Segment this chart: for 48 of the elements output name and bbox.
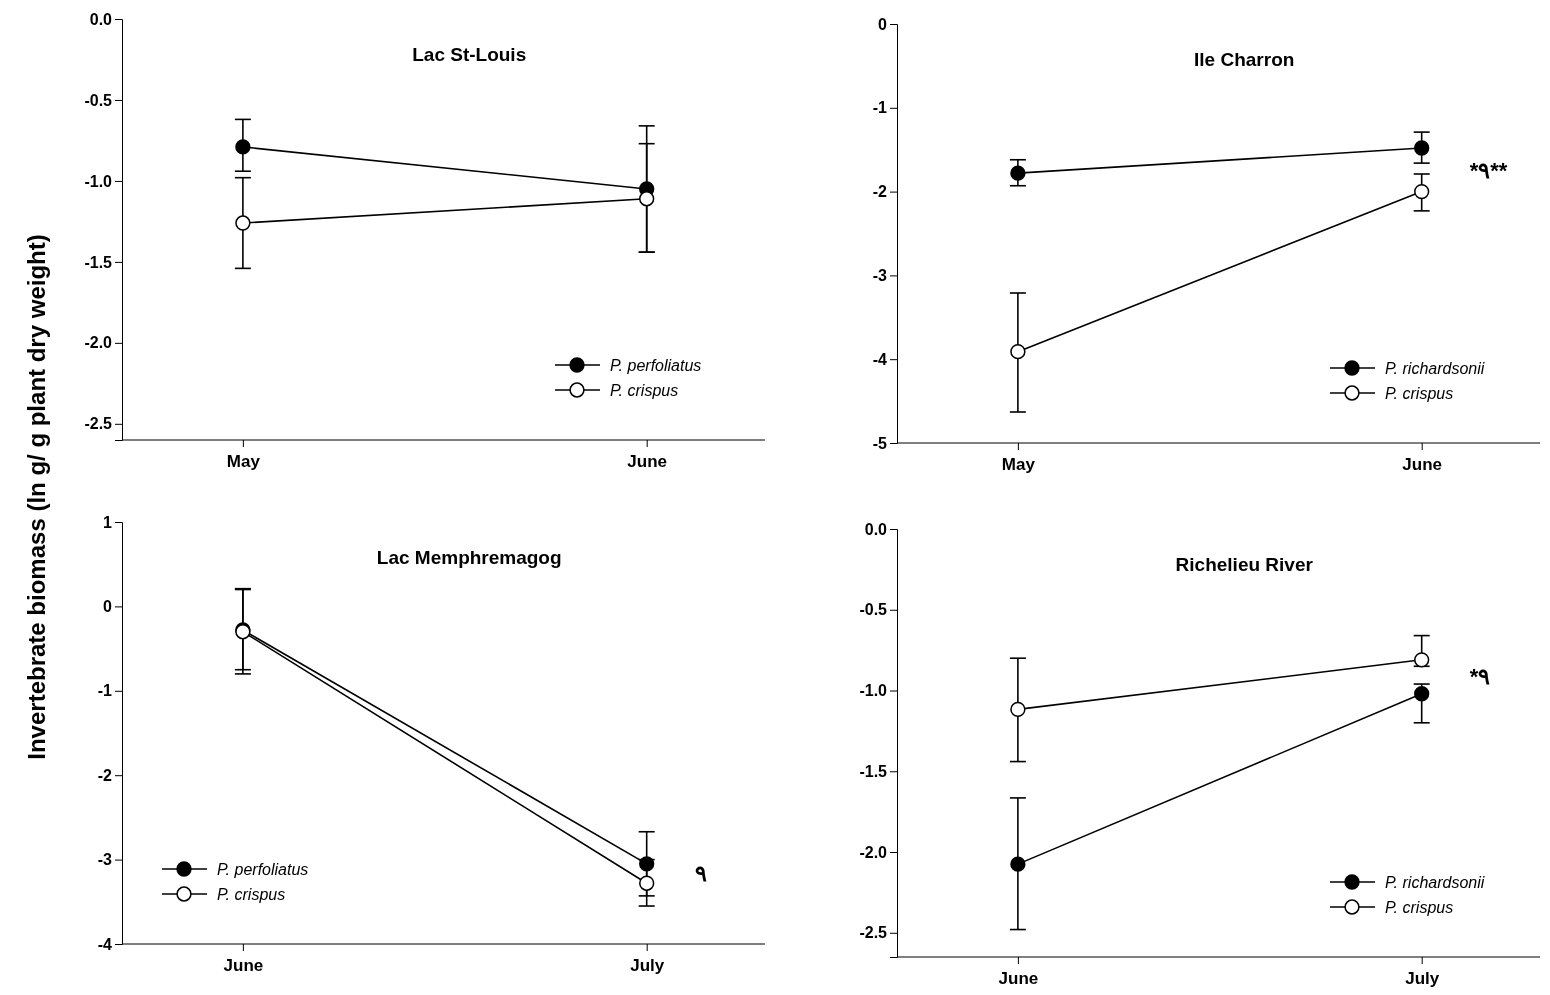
text: Ile Charron	[1194, 49, 1295, 70]
y-tick-label: -2.0	[84, 334, 113, 352]
y-tick-label: -5	[872, 434, 888, 452]
y-tick-label: -2.5	[859, 924, 888, 942]
x-tick-label: July	[1405, 969, 1440, 989]
y-tick-label: 0.0	[864, 520, 888, 538]
legend-label: P. crispus	[1385, 384, 1454, 402]
y-tick-label: -2.5	[84, 415, 113, 433]
annotation: ٩	[694, 861, 707, 887]
annotation: *٩**	[1469, 157, 1508, 183]
text: Richelieu River	[1175, 554, 1314, 575]
text: Lac Memphremagog	[376, 547, 562, 568]
y-tick-label: -2	[97, 766, 113, 784]
y-axis-title: Invertebrate biomass (ln g/ g plant dry weight)	[23, 234, 50, 760]
y-tick-label: -4	[872, 350, 888, 368]
annotation: *٩	[1469, 664, 1491, 690]
legend-label: P. perfoliatus	[610, 356, 702, 374]
x-tick-label: June	[998, 969, 1039, 989]
y-tick-label: -2	[872, 183, 888, 201]
y-tick-label: 0	[878, 15, 888, 33]
y-tick-label: 1	[103, 513, 113, 531]
y-tick-label: -3	[872, 267, 888, 285]
legend-label: P. crispus	[610, 381, 679, 399]
y-tick-label: -1.5	[859, 762, 888, 780]
text: Lac St-Louis	[412, 44, 527, 65]
legend-label: P. crispus	[217, 885, 286, 903]
y-tick-label: -2.0	[859, 843, 888, 861]
legend-label: P. perfoliatus	[217, 860, 309, 878]
y-tick-label: 0.0	[89, 10, 113, 28]
legend-label: P. crispus	[1385, 898, 1454, 916]
y-tick-label: -4	[97, 935, 113, 953]
y-tick-label: -1.0	[84, 172, 113, 190]
x-tick-label: May	[1001, 455, 1036, 475]
y-tick-label: -1.0	[859, 682, 888, 700]
y-tick-label: -0.5	[859, 601, 888, 619]
legend-label: P. richardsonii	[1385, 359, 1485, 377]
y-tick-label: -1	[872, 99, 888, 117]
x-tick-label: June	[627, 452, 668, 472]
y-tick-label: 0	[103, 598, 113, 616]
y-tick-label: -3	[97, 851, 113, 869]
y-tick-label: -1	[97, 682, 113, 700]
x-tick-label: May	[226, 452, 261, 472]
y-tick-label: -1.5	[84, 253, 113, 271]
x-tick-label: June	[223, 956, 264, 976]
legend-label: P. richardsonii	[1385, 873, 1485, 891]
x-tick-label: July	[630, 956, 665, 976]
x-tick-label: June	[1402, 455, 1443, 475]
y-tick-label: -0.5	[84, 91, 113, 109]
